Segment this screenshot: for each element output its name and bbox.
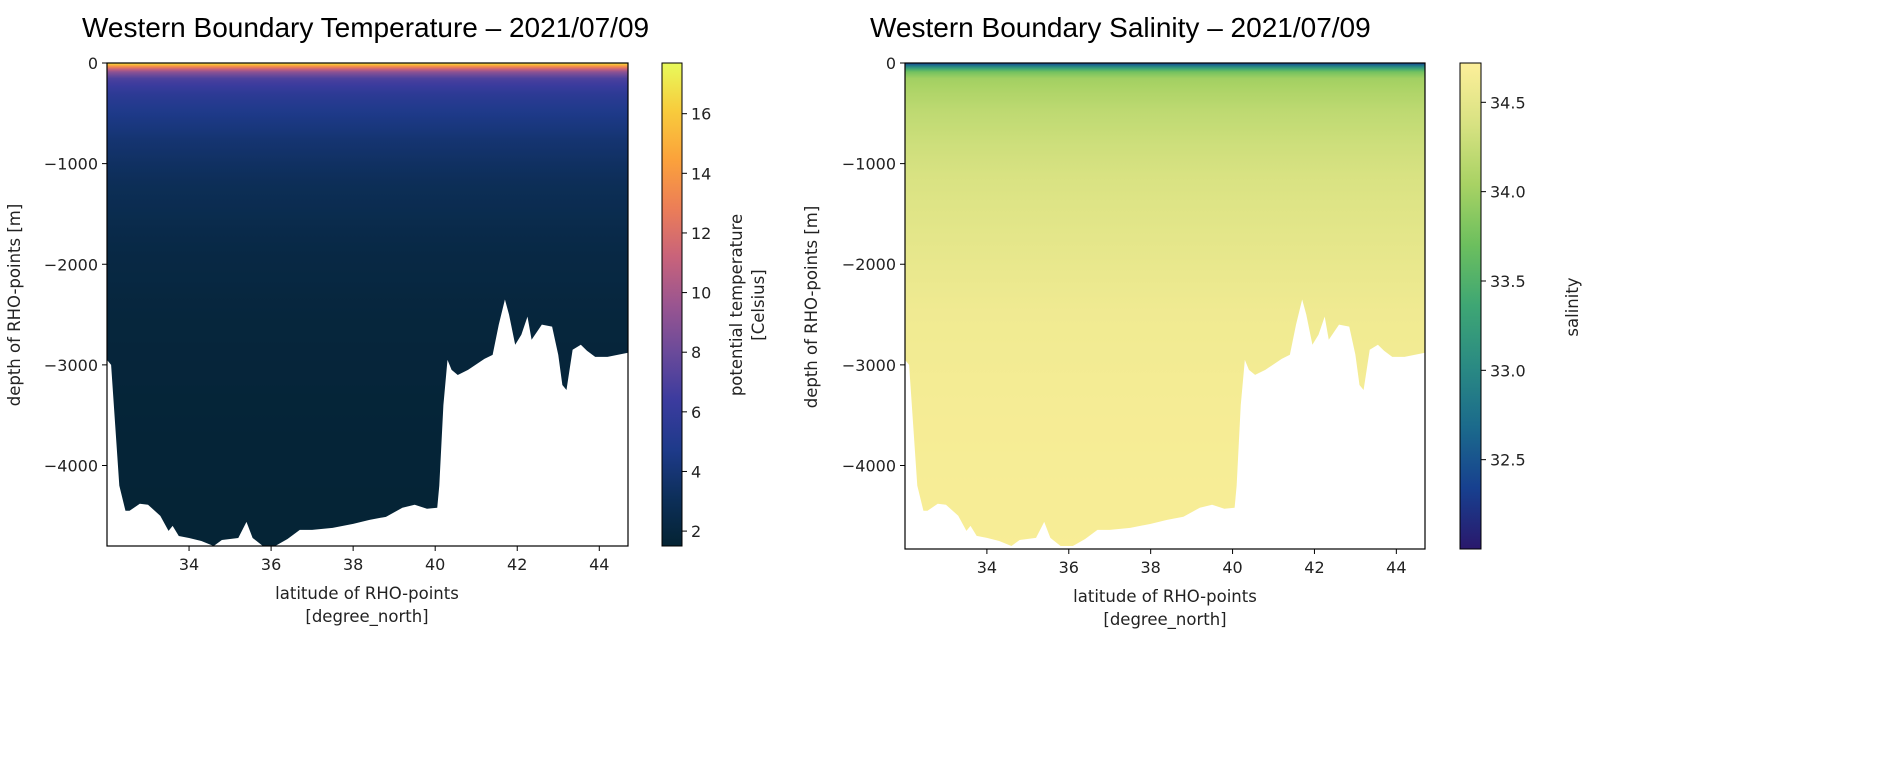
temperature-field bbox=[107, 63, 628, 546]
x-tick-label: 36 bbox=[261, 555, 281, 574]
salinity-x-ticks: 34 36 38 40 42 44 bbox=[977, 549, 1407, 577]
colorbar-tick-label: 12 bbox=[691, 224, 711, 243]
colorbar-tick-label: 4 bbox=[691, 462, 701, 481]
colorbar-tick-label: 6 bbox=[691, 403, 701, 422]
x-tick-label: 34 bbox=[977, 558, 997, 577]
water-column-section bbox=[107, 63, 628, 546]
salinity-colorbar-label: salinity bbox=[1563, 277, 1582, 336]
x-tick-label: 44 bbox=[1386, 558, 1406, 577]
temperature-axes-frame bbox=[106, 62, 629, 547]
salinity-colorbar: 32.5 33.0 33.5 34.0 34.5 bbox=[1459, 62, 1526, 550]
salinity-title: Western Boundary Salinity – 2021/07/09 bbox=[870, 12, 1371, 43]
y-tick-label: −2000 bbox=[44, 255, 98, 274]
x-tick-label: 42 bbox=[1304, 558, 1324, 577]
temperature-x-label-units: [degree_north] bbox=[305, 607, 428, 627]
colorbar-tick-label: 33.5 bbox=[1490, 272, 1526, 291]
temperature-title: Western Boundary Temperature – 2021/07/0… bbox=[82, 12, 649, 43]
x-tick-label: 42 bbox=[507, 555, 527, 574]
temperature-x-label: latitude of RHO-points bbox=[275, 584, 459, 603]
y-tick-label: −3000 bbox=[842, 356, 896, 375]
temperature-panel: Western Boundary Temperature – 2021/07/0… bbox=[5, 12, 768, 627]
x-tick-label: 44 bbox=[589, 555, 609, 574]
colorbar-tick-label: 33.0 bbox=[1490, 361, 1526, 380]
colorbar-tick-label: 32.5 bbox=[1490, 451, 1526, 470]
salinity-panel: Western Boundary Salinity – 2021/07/09 3… bbox=[802, 12, 1582, 630]
colorbar-tick-label: 16 bbox=[691, 105, 711, 124]
temperature-x-ticks: 34 36 38 40 42 44 bbox=[179, 546, 609, 574]
colorbar-tick-label: 34.5 bbox=[1490, 93, 1526, 112]
x-tick-label: 40 bbox=[425, 555, 445, 574]
salinity-y-ticks: 0 −1000 −2000 −3000 −4000 bbox=[842, 54, 905, 475]
y-tick-label: −1000 bbox=[44, 155, 98, 174]
x-tick-label: 40 bbox=[1222, 558, 1242, 577]
salinity-x-label-units: [degree_north] bbox=[1103, 610, 1226, 630]
colorbar-tick-label: 8 bbox=[691, 343, 701, 362]
temperature-colorbar-units: [Celsius] bbox=[749, 269, 768, 340]
temperature-colorbar-label: potential temperature bbox=[727, 214, 746, 396]
y-tick-label: −1000 bbox=[842, 155, 896, 174]
y-tick-label: −2000 bbox=[842, 255, 896, 274]
y-tick-label: 0 bbox=[886, 54, 896, 73]
salinity-y-label: depth of RHO-points [m] bbox=[802, 206, 821, 409]
x-tick-label: 38 bbox=[1140, 558, 1160, 577]
salinity-x-label: latitude of RHO-points bbox=[1073, 587, 1257, 606]
salinity-field bbox=[905, 63, 1425, 546]
temperature-colorbar: 2 4 6 8 10 12 14 16 bbox=[661, 62, 711, 547]
x-tick-label: 38 bbox=[343, 555, 363, 574]
y-tick-label: −4000 bbox=[842, 456, 896, 475]
x-tick-label: 36 bbox=[1059, 558, 1079, 577]
y-tick-label: 0 bbox=[88, 54, 98, 73]
colorbar-tick-label: 14 bbox=[691, 164, 711, 183]
colorbar-tick-label: 2 bbox=[691, 522, 701, 541]
colorbar-tick-label: 34.0 bbox=[1490, 183, 1526, 202]
water-column-section bbox=[905, 63, 1425, 546]
colorbar-tick-label: 10 bbox=[691, 284, 711, 303]
colorbar-gradient bbox=[1459, 62, 1482, 550]
temperature-y-label: depth of RHO-points [m] bbox=[5, 204, 24, 407]
temperature-y-ticks: 0 −1000 −2000 −3000 −4000 bbox=[44, 54, 107, 476]
salinity-axes-frame bbox=[904, 62, 1426, 550]
x-tick-label: 34 bbox=[179, 555, 199, 574]
y-tick-label: −4000 bbox=[44, 457, 98, 476]
y-tick-label: −3000 bbox=[44, 356, 98, 375]
colorbar-gradient bbox=[661, 62, 683, 547]
